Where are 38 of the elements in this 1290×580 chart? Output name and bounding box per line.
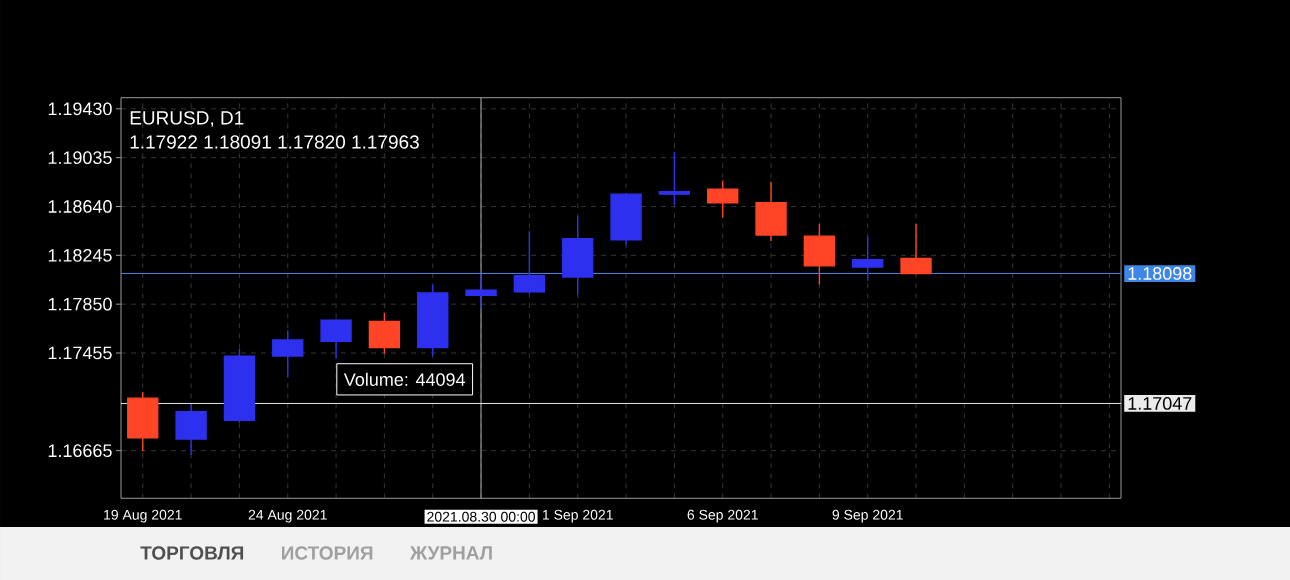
ref-line-label: 1.18098 [1128, 267, 1192, 280]
annotation: Volume: 44094 [343, 372, 466, 386]
candlestick [272, 329, 304, 378]
x-tick-label: 9 Sep 2021 [832, 509, 903, 523]
candlestick [465, 273, 497, 309]
x-tick-label: 6 Sep 2021 [687, 509, 758, 523]
y-tick-label: 1.19035 [48, 151, 112, 165]
text: ЖУРНАЛ [409, 546, 492, 560]
text: ТОРГОВЛЯ [140, 546, 244, 560]
x-tick-label: 19 Aug 2021 [104, 509, 182, 523]
y-tick-label: 1.16665 [48, 444, 112, 458]
candlestick [368, 312, 401, 355]
candlestick [707, 179, 739, 219]
candlestick [562, 215, 594, 295]
candlestick [223, 347, 256, 424]
candlestick [803, 223, 836, 286]
y-tick-label: 1.17455 [48, 346, 112, 360]
y-tick-label: 1.17850 [48, 297, 112, 311]
candlestick [175, 403, 207, 456]
text: 1.17922 1.18091 1.17820 1.17963 [130, 135, 419, 149]
candlestick [320, 318, 352, 360]
candlestick [127, 391, 159, 452]
x-tick-label: 2021.08.30 00:00 [427, 511, 535, 522]
x-tick-label: 1 Sep 2021 [542, 509, 613, 523]
text: ИСТОРИЯ [281, 546, 373, 560]
x-tick-label: 24 Aug 2021 [248, 509, 327, 523]
candlestick [513, 230, 546, 295]
candlestick [417, 283, 449, 357]
y-tick-label: 1.18640 [48, 200, 112, 213]
ref-line-label: 1.17047 [1128, 397, 1192, 410]
candlestick [610, 192, 642, 246]
y-tick-label: 1.19430 [48, 102, 112, 116]
candlestick [755, 181, 787, 242]
text: EURUSD, D1 [130, 111, 244, 127]
candlestick [852, 235, 884, 282]
candlestick [658, 151, 691, 206]
candlestick [900, 223, 932, 276]
y-tick-label: 1.18245 [48, 248, 112, 262]
